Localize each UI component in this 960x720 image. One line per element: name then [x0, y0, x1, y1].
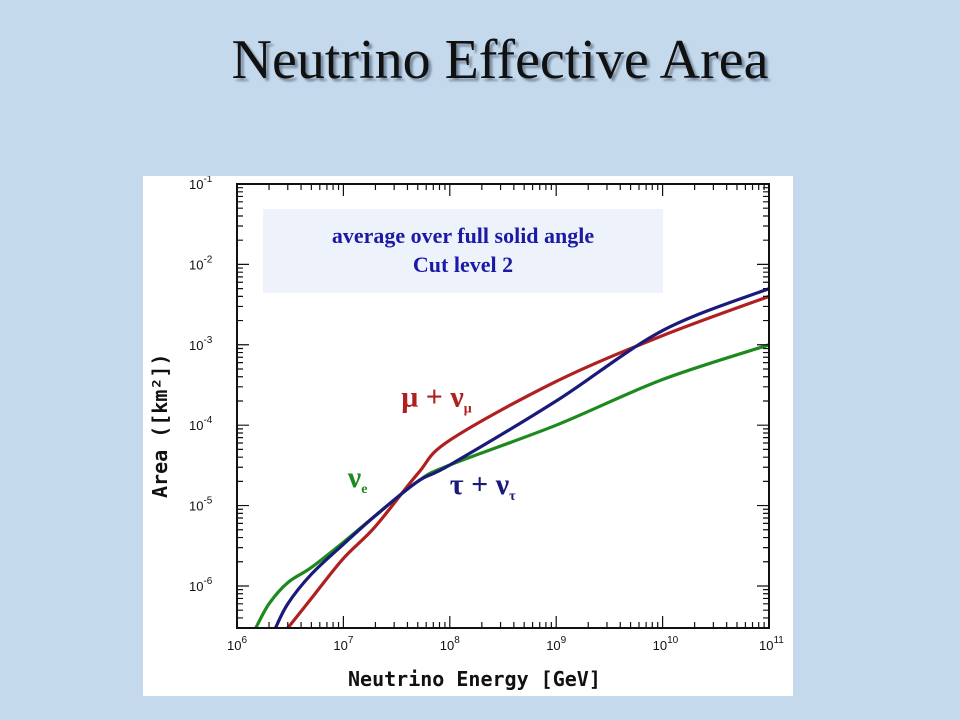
- plot-panel: 106 107 108 109 1010 1011 10-6 10-5 10-4 10-3 10-2…: [143, 176, 793, 696]
- x-axis-title: Neutrino Energy [GeV]: [348, 667, 601, 691]
- x-tick-label: 109: [546, 635, 566, 653]
- series-label-nu-e: νe: [347, 461, 368, 497]
- effective-area-chart: 106 107 108 109 1010 1011 10-6 10-5 10-4 10-3 10-2…: [148, 176, 784, 691]
- y-tick-label: 10-3: [189, 335, 213, 353]
- tick-marks: [236, 183, 770, 629]
- series-label-tau: τ + ντ: [450, 468, 516, 504]
- x-tick-label: 106: [227, 635, 247, 653]
- y-tick-label: 10-2: [189, 254, 213, 272]
- x-tick-label: 107: [333, 635, 353, 653]
- x-tick-label: 1011: [759, 635, 784, 653]
- annotation-line-1: average over full solid angle: [331, 223, 595, 249]
- annotation-line-2: Cut level 2: [412, 252, 514, 277]
- y-tick-label: 10-6: [189, 576, 213, 594]
- series-labels: νe μ + νμ τ + ντ: [347, 381, 516, 504]
- series-curves: [254, 287, 769, 628]
- series-tau-curve: [273, 287, 769, 628]
- plot-frame: [236, 183, 770, 629]
- x-tick-label: 108: [440, 635, 460, 653]
- y-axis-title: Area ([km²]): [148, 354, 172, 499]
- x-tick-label: 1010: [653, 635, 679, 653]
- y-tick-label: 10-1: [189, 176, 213, 192]
- y-tick-label: 10-4: [189, 415, 213, 433]
- series-label-mu: μ + νμ: [401, 381, 472, 417]
- y-tick-label: 10-5: [189, 496, 213, 514]
- axis-ticks: [236, 183, 770, 629]
- series-nu-e-curve: [254, 343, 769, 628]
- annotation-box: average over full solid angle Cut level …: [263, 209, 663, 293]
- tick-labels: 106 107 108 109 1010 1011 10-6 10-5 10-4 10-3 10-2…: [189, 176, 784, 653]
- slide-title: Neutrino Effective Area: [231, 29, 769, 91]
- series-mu-curve: [286, 294, 769, 628]
